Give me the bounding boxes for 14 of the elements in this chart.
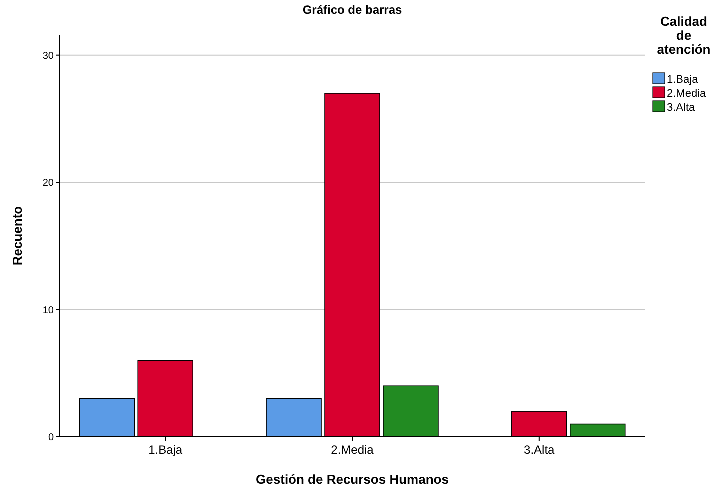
x-tick-label: 3.Alta — [524, 443, 556, 457]
y-tick-label: 10 — [42, 305, 54, 316]
y-axis-title: Recuento — [10, 206, 25, 266]
y-tick-label: 0 — [48, 432, 54, 444]
legend-title: Calidad de atención — [657, 14, 711, 57]
x-tick-label: 1.Baja — [148, 443, 183, 457]
legend-label: 1.Baja — [667, 74, 700, 86]
x-tick-label: 2.Media — [331, 443, 374, 457]
legend-label: 3.Alta — [667, 102, 696, 114]
x-axis-title: Gestión de Recursos Humanos — [256, 472, 449, 487]
y-tick-label: 30 — [42, 50, 54, 62]
legend-label: 2.Media — [667, 88, 708, 100]
y-tick-label: 20 — [42, 178, 54, 190]
chart-title: Gráfico de barras — [302, 3, 403, 17]
